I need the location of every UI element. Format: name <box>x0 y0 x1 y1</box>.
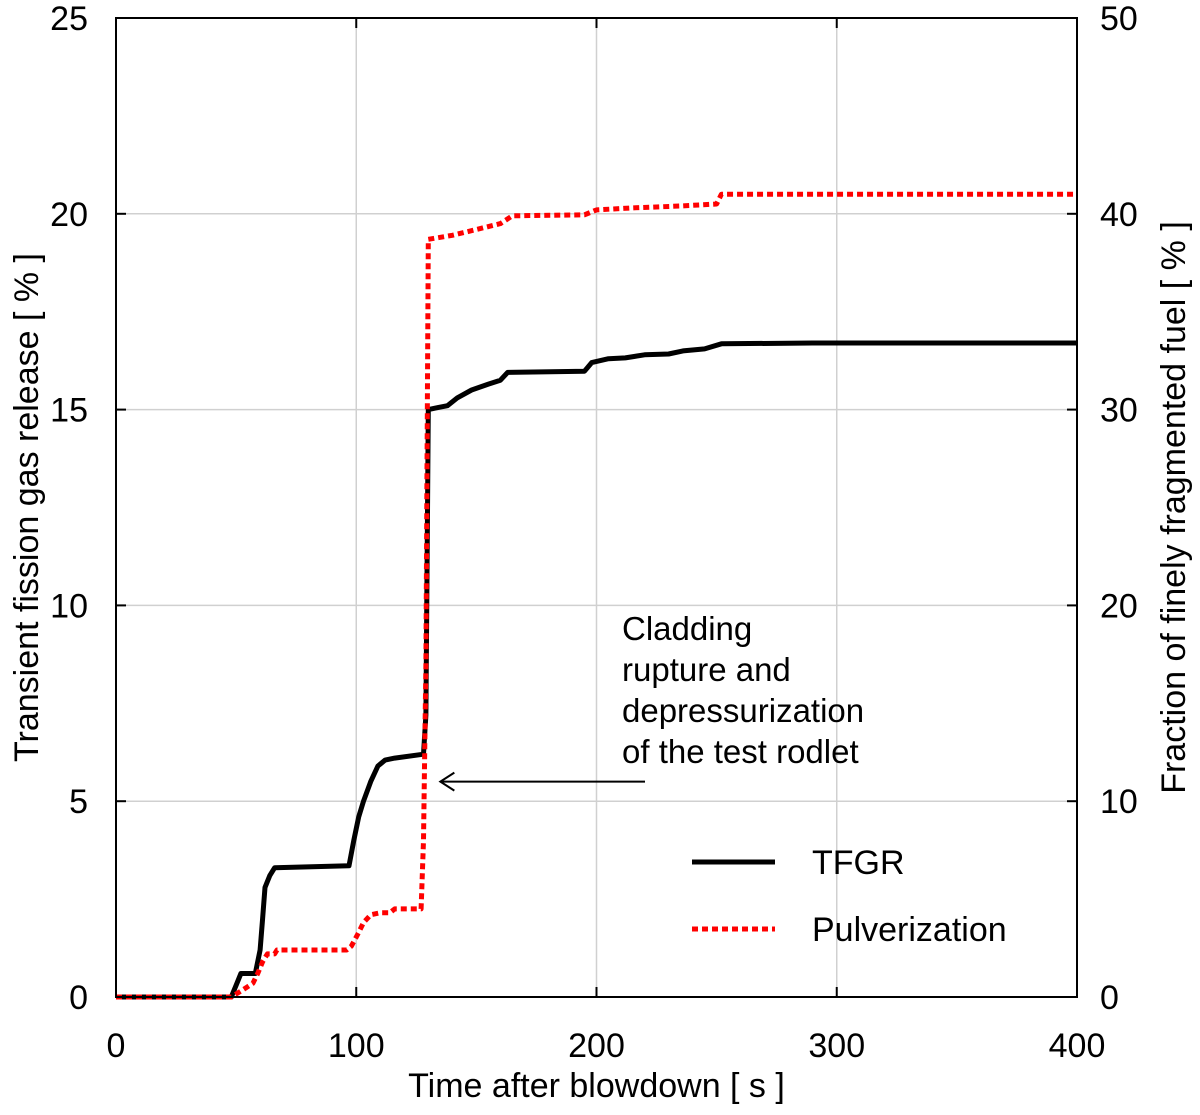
x-tick-label: 400 <box>1049 1027 1106 1065</box>
y-left-tick-label: 25 <box>50 0 88 38</box>
grid-lines <box>116 18 1077 997</box>
annotation: Cladding rupture and depressurization of… <box>438 610 864 792</box>
y-axis-right-label: Fraction of finely fragmented fuel [ % ] <box>1155 221 1193 794</box>
x-tick-label: 100 <box>328 1027 385 1065</box>
annotation-line-3: depressurization <box>622 692 864 729</box>
ticks <box>115 17 1078 998</box>
y-right-tick-label: 30 <box>1100 392 1138 430</box>
legend-label-pulverization: Pulverization <box>812 911 1007 949</box>
y-axis-left-label: Transient fission gas release [ % ] <box>8 253 46 762</box>
tick-labels: 0 100 200 300 400 0 5 10 15 20 25 0 10 20 30 40 50 <box>50 0 1138 1065</box>
y-left-tick-label: 5 <box>69 783 88 821</box>
legend: TFGR Pulverization <box>692 844 1007 949</box>
series-line-pulverization <box>116 191 1077 1000</box>
y-right-tick-label: 40 <box>1100 196 1138 234</box>
x-tick-label: 300 <box>808 1027 865 1065</box>
annotation-line-2: rupture and <box>622 651 791 688</box>
y-right-tick-label: 0 <box>1100 979 1119 1017</box>
y-right-tick-label: 10 <box>1100 783 1138 821</box>
legend-label-tfgr: TFGR <box>812 844 905 882</box>
series-layer <box>116 191 1077 1000</box>
y-right-tick-label: 20 <box>1100 587 1138 625</box>
y-left-tick-label: 0 <box>69 979 88 1017</box>
y-left-tick-label: 10 <box>50 587 88 625</box>
x-tick-label: 0 <box>107 1027 126 1065</box>
y-left-tick-label: 20 <box>50 196 88 234</box>
x-tick-label: 200 <box>568 1027 625 1065</box>
annotation-line-4: of the test rodlet <box>622 733 859 770</box>
x-axis-label: Time after blowdown [ s ] <box>408 1067 785 1105</box>
annotation-arrow-head <box>438 771 455 792</box>
y-right-tick-label: 50 <box>1100 0 1138 38</box>
y-left-tick-label: 15 <box>50 392 88 430</box>
annotation-line-1: Cladding <box>622 610 752 647</box>
